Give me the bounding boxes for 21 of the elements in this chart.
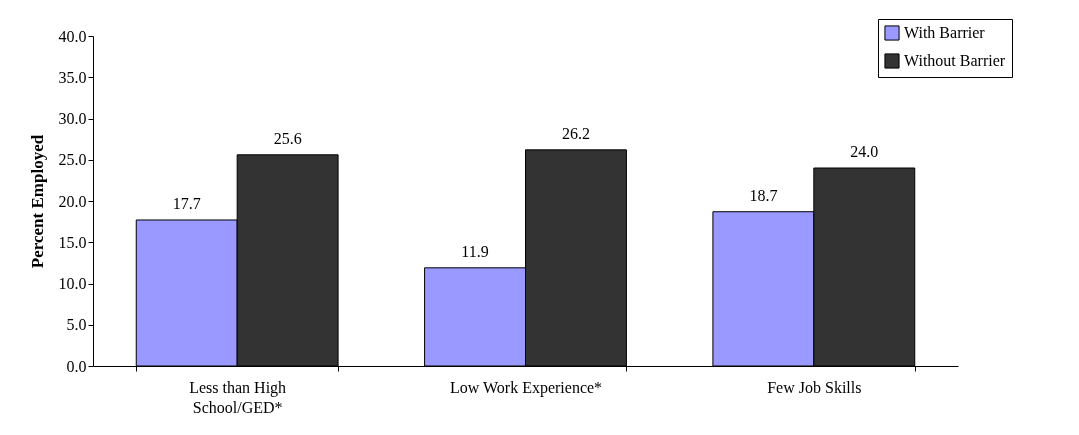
data-label: 26.2 [561,124,590,142]
y-tick-label: 10.0 [58,275,87,292]
x-tick-label: Less than High School/GED* [189,378,287,416]
data-label: 25.6 [273,129,302,147]
y-tick-label: 35.0 [58,68,87,86]
y-axis-title: Percent Employed [27,134,47,269]
x-tick-label: Low Work Experience* [449,378,603,397]
y-tick-label: 20.0 [58,192,87,210]
y-tick-label: 0.0 [66,357,87,375]
x-tick-label: Few Job Skills [767,378,862,396]
legend-label: Without Barrier [904,52,1006,69]
legend-label: With Barrier [904,24,986,41]
y-tick-label: 5.0 [66,316,87,334]
y-tick-label: 15.0 [58,233,87,251]
data-label: 11.9 [461,242,489,260]
y-tick-label: 25.0 [58,151,87,169]
data-label: 17.7 [172,194,201,212]
data-label: 18.7 [749,186,778,204]
data-label: 24.0 [850,143,879,160]
y-tick-label: 30.0 [58,110,87,127]
y-tick-label: 40.0 [58,27,87,45]
